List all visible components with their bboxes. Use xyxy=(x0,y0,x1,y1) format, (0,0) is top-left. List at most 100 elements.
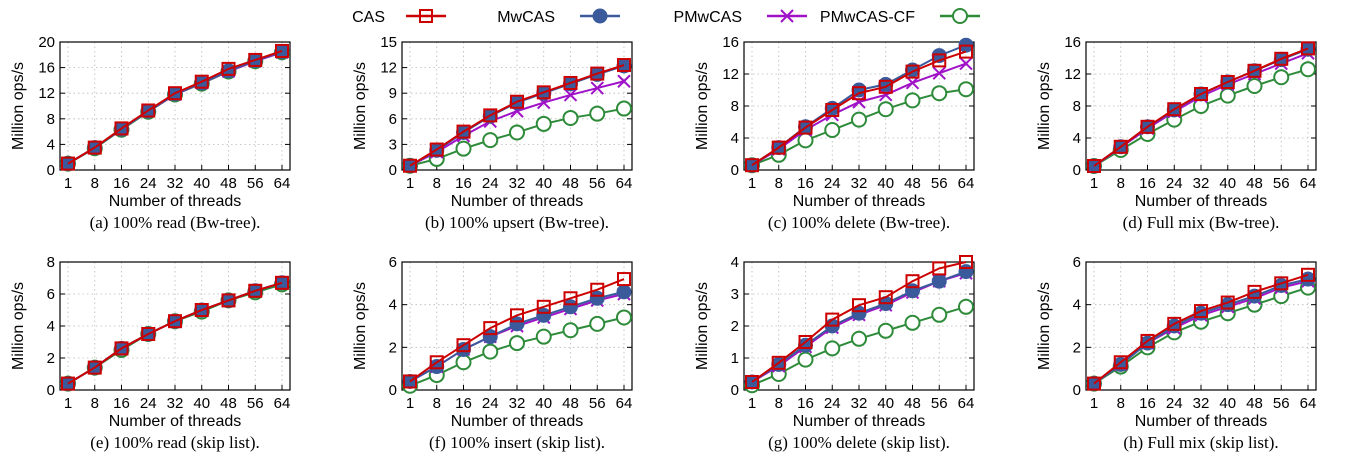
x-tick-label: 1 xyxy=(64,175,72,192)
data-point xyxy=(1140,119,1155,134)
x-tick-label: 56 xyxy=(589,395,606,412)
data-point xyxy=(275,275,289,290)
y-tick-label: 20 xyxy=(38,34,55,51)
data-point xyxy=(403,374,417,389)
data-point xyxy=(959,255,973,269)
y-tick-label: 2 xyxy=(1073,339,1081,356)
data-point xyxy=(535,328,552,345)
x-tick-label: 8 xyxy=(775,395,783,412)
data-point xyxy=(616,284,632,300)
y-axis-label: Million ops/s xyxy=(1036,62,1053,150)
data-point xyxy=(221,61,236,76)
data-point xyxy=(590,282,605,297)
y-tick-label: 9 xyxy=(389,85,397,102)
x-tick-label: 40 xyxy=(193,395,210,412)
data-point xyxy=(904,92,921,109)
x-tick-label: 56 xyxy=(931,395,948,412)
data-point xyxy=(905,274,920,289)
data-point xyxy=(745,158,759,173)
data-point xyxy=(563,299,578,315)
series-cas xyxy=(745,255,973,389)
x-tick-label: 64 xyxy=(616,395,633,412)
data-point xyxy=(1301,267,1315,282)
y-tick-label: 16 xyxy=(722,34,739,51)
y-tick-label: 0 xyxy=(731,382,739,399)
x-tick-label: 16 xyxy=(797,175,814,192)
data-point xyxy=(61,156,75,171)
data-point xyxy=(1273,69,1290,86)
x-tick-label: 40 xyxy=(535,175,552,192)
data-point xyxy=(168,86,182,101)
x-tick-label: 16 xyxy=(113,395,130,412)
data-point xyxy=(878,290,893,305)
legend-item-pmwcas: PMwCAS xyxy=(674,9,807,26)
x-tick-label: 40 xyxy=(535,395,552,412)
x-axis-label: Number of threads xyxy=(451,413,584,430)
data-point xyxy=(563,75,578,90)
y-tick-label: 2 xyxy=(47,350,55,367)
data-point xyxy=(141,103,156,118)
data-point xyxy=(851,82,867,98)
data-point xyxy=(510,94,524,109)
data-point xyxy=(931,306,948,323)
data-point xyxy=(798,120,813,135)
x-tick-label: 56 xyxy=(1273,395,1290,412)
data-point xyxy=(1274,51,1289,66)
x-axis-label: Number of threads xyxy=(109,193,242,210)
y-tick-label: 0 xyxy=(1073,382,1081,399)
y-tick-label: 4 xyxy=(731,130,739,147)
data-point xyxy=(1247,63,1262,78)
x-tick-label: 24 xyxy=(482,175,499,192)
x-tick-label: 24 xyxy=(824,175,841,192)
x-tick-label: 56 xyxy=(1273,175,1290,192)
data-point xyxy=(931,273,947,289)
data-point xyxy=(221,293,236,308)
data-point xyxy=(589,105,606,122)
series-line xyxy=(67,281,283,385)
legend-label: MwCAS xyxy=(497,9,555,26)
x-tick-label: 1 xyxy=(1090,175,1098,192)
x-tick-label: 56 xyxy=(247,395,264,412)
y-tick-label: 0 xyxy=(731,162,739,179)
data-point xyxy=(617,74,631,88)
data-point xyxy=(905,76,920,90)
data-point xyxy=(1301,41,1315,56)
series-cas xyxy=(745,44,973,173)
data-point xyxy=(905,283,920,299)
data-point xyxy=(1246,78,1263,94)
data-point xyxy=(904,314,921,331)
series-line xyxy=(1093,47,1309,167)
legend-label: PMwCAS xyxy=(674,9,742,26)
x-tick-label: 16 xyxy=(1139,395,1156,412)
y-axis-label: Million ops/s xyxy=(694,62,711,150)
y-tick-label: 8 xyxy=(47,111,55,128)
data-point xyxy=(959,56,973,71)
y-tick-label: 15 xyxy=(380,34,397,51)
data-point xyxy=(455,140,472,157)
y-axis-label: Million ops/s xyxy=(352,282,369,370)
x-tick-label: 8 xyxy=(1117,395,1125,412)
series-mwcas xyxy=(60,44,290,172)
data-point xyxy=(1220,75,1235,89)
legend-marker xyxy=(419,9,433,23)
x-tick-label: 64 xyxy=(958,175,975,192)
y-tick-label: 4 xyxy=(47,136,55,153)
panel-caption: (d) Full mix (Bw-tree). xyxy=(1123,213,1280,232)
series-line xyxy=(67,50,283,165)
x-tick-label: 1 xyxy=(748,175,756,192)
x-tick-label: 24 xyxy=(140,395,157,412)
panel-caption: (a) 100% read (Bw-tree). xyxy=(90,213,261,232)
x-tick-label: 64 xyxy=(616,175,633,192)
y-axis-label: Million ops/s xyxy=(352,62,369,150)
data-point xyxy=(851,330,867,347)
data-point xyxy=(455,354,472,371)
y-tick-label: 6 xyxy=(389,254,397,271)
y-tick-label: 8 xyxy=(47,254,55,271)
x-tick-label: 40 xyxy=(877,175,894,192)
series-pmwcas-cf xyxy=(402,309,632,394)
x-tick-label: 64 xyxy=(958,395,975,412)
